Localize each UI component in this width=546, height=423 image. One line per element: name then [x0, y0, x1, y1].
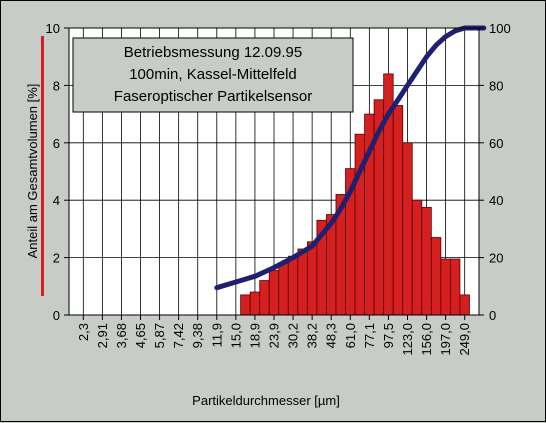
x-tick-label: 2,3 — [76, 323, 91, 341]
right-tick-label: 60 — [489, 136, 503, 151]
x-tick-label: 7,42 — [171, 323, 186, 348]
x-tick-label: 11,9 — [209, 323, 224, 347]
x-tick-label: 5,87 — [152, 323, 167, 348]
bar — [449, 258, 461, 316]
bar — [297, 248, 308, 316]
x-tick-label: 18,9 — [247, 323, 262, 348]
x-tick-label: 97,5 — [381, 323, 396, 348]
x-tick-label: 249,0 — [457, 323, 472, 356]
right-tick-label: 40 — [489, 193, 503, 208]
x-axis-title: Partikeldurchmesser [µm] — [192, 393, 340, 408]
left-tick-label: 0 — [53, 308, 60, 323]
y-axis-title-color-bar — [41, 36, 44, 296]
x-tick-label: 3,68 — [114, 323, 129, 348]
bar — [392, 105, 404, 316]
bar — [440, 258, 451, 316]
y-axis-title-group: Anteil am Gesamtvolumen [%] — [25, 36, 44, 296]
right-tick-label: 20 — [489, 251, 503, 266]
left-tick-label: 2 — [53, 251, 60, 266]
title-line-2: 100min, Kassel-Mittelfeld — [129, 66, 297, 83]
x-tick-label: 48,3 — [324, 323, 339, 348]
x-tick-label: 123,0 — [400, 323, 415, 356]
x-tick-label: 23,9 — [267, 323, 282, 348]
right-tick-label: 0 — [489, 308, 496, 323]
x-tick-label: 197,0 — [438, 323, 453, 356]
bar — [268, 270, 280, 316]
left-tick-label: 8 — [53, 78, 60, 93]
title-box-background — [72, 37, 354, 113]
title-line-1: Betriebsmessung 12.09.95 — [124, 44, 302, 61]
x-tick-label: 38,2 — [305, 323, 320, 348]
bar — [421, 206, 432, 316]
right-y-axis-ticks: 0 20 40 60 80 100 — [479, 21, 511, 323]
x-tick-label: 4,65 — [133, 323, 148, 348]
left-tick-label: 10 — [46, 21, 60, 36]
bar — [411, 199, 423, 316]
bar — [459, 294, 470, 316]
bar — [402, 142, 413, 316]
left-tick-label: 6 — [53, 136, 60, 151]
x-tick-label: 9,38 — [190, 323, 205, 348]
x-tick-label: 61,0 — [343, 323, 358, 348]
left-tick-label: 4 — [53, 193, 60, 208]
right-tick-label: 100 — [489, 21, 511, 36]
title-line-3: Faseroptischer Partikelsensor — [114, 88, 312, 105]
right-tick-label: 80 — [489, 78, 503, 93]
bar — [430, 237, 442, 316]
bar — [259, 280, 270, 316]
y-axis-title: Anteil am Gesamtvolumen [%] — [25, 84, 40, 259]
x-axis-ticks: 2,3 2,91 3,68 4,65 5,87 7,42 9,38 11,9 15,0 18,9 2… — [76, 315, 472, 356]
left-y-axis-ticks: 0 2 4 6 8 10 — [46, 21, 69, 323]
bar — [249, 291, 261, 316]
x-tick-label: 30,2 — [286, 323, 301, 348]
bars — [240, 73, 470, 316]
x-tick-label: 15,0 — [228, 323, 243, 348]
bar — [278, 262, 289, 316]
bar — [240, 294, 251, 316]
title-box: Betriebsmessung 12.09.95 100min, Kassel-… — [72, 37, 354, 113]
bar — [287, 255, 299, 316]
bar — [306, 241, 318, 316]
x-tick-label: 156,0 — [419, 323, 434, 356]
x-tick-label: 2,91 — [95, 323, 110, 348]
cumulative-curve — [214, 25, 487, 291]
x-tick-label: 77,1 — [362, 323, 377, 348]
